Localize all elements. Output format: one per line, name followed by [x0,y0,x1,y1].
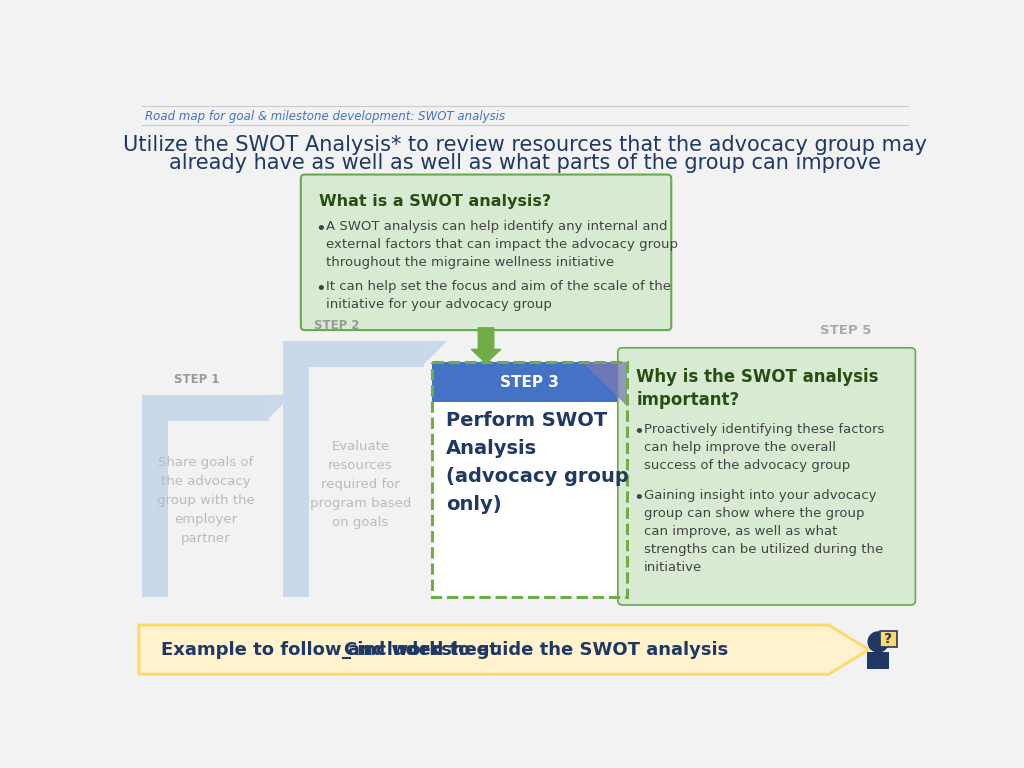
Bar [432,362,627,597]
Text: •: • [633,423,644,442]
Text: Why is the SWOT analysis
important?: Why is the SWOT analysis important? [636,368,879,409]
FancyBboxPatch shape [617,348,915,605]
Polygon shape [583,362,627,406]
Text: already have as well as well as what parts of the group can improve: already have as well as well as what par… [169,153,881,173]
Text: Proactively identifying these factors
can help improve the overall
success of th: Proactively identifying these factors ca… [644,423,885,472]
Text: STEP 3: STEP 3 [500,375,559,390]
Text: Example to follow and worksheet: Example to follow and worksheet [161,641,504,659]
Text: •: • [315,280,327,298]
Bar [867,652,889,669]
Bar [283,341,424,367]
FancyBboxPatch shape [301,174,672,330]
Polygon shape [139,625,869,674]
Text: •: • [633,489,644,508]
Polygon shape [269,395,292,418]
Bar [283,341,309,597]
Text: C: C [343,641,356,659]
Text: Gaining insight into your advocacy
group can show where the group
can improve, a: Gaining insight into your advocacy group… [644,489,884,574]
Text: •: • [315,220,327,238]
Text: What is a SWOT analysis?: What is a SWOT analysis? [318,194,551,209]
Bar [142,395,168,597]
Text: STEP 5: STEP 5 [820,324,871,337]
Circle shape [868,632,888,652]
Text: A SWOT analysis can help identify any internal and
external factors that can imp: A SWOT analysis can help identify any in… [327,220,678,269]
Text: Utilize the SWOT Analysis* to review resources that the advocacy group may: Utilize the SWOT Analysis* to review res… [123,134,927,154]
Bar [142,395,269,421]
Bar [880,631,897,647]
Text: STEP 1: STEP 1 [174,372,220,386]
Text: Perform SWOT
Analysis
(advocacy group
only): Perform SWOT Analysis (advocacy group on… [445,411,629,514]
Text: ?: ? [884,632,892,646]
Polygon shape [424,341,447,364]
Bar [432,362,627,402]
Bar [432,402,627,597]
Text: Evaluate
resources
required for
program based
on goals: Evaluate resources required for program … [310,440,412,529]
Text: STEP 2: STEP 2 [314,319,359,332]
Text: included to guide the SWOT analysis: included to guide the SWOT analysis [351,641,729,659]
Text: Road map for goal & milestone development: SWOT analysis: Road map for goal & milestone developmen… [145,110,505,123]
Text: It can help set the focus and aim of the scale of the
initiative for your advoca: It can help set the focus and aim of the… [327,280,672,311]
Text: Share goals of
the advocacy
group with the
employer
partner: Share goals of the advocacy group with t… [157,455,254,545]
FancyArrow shape [471,328,501,363]
